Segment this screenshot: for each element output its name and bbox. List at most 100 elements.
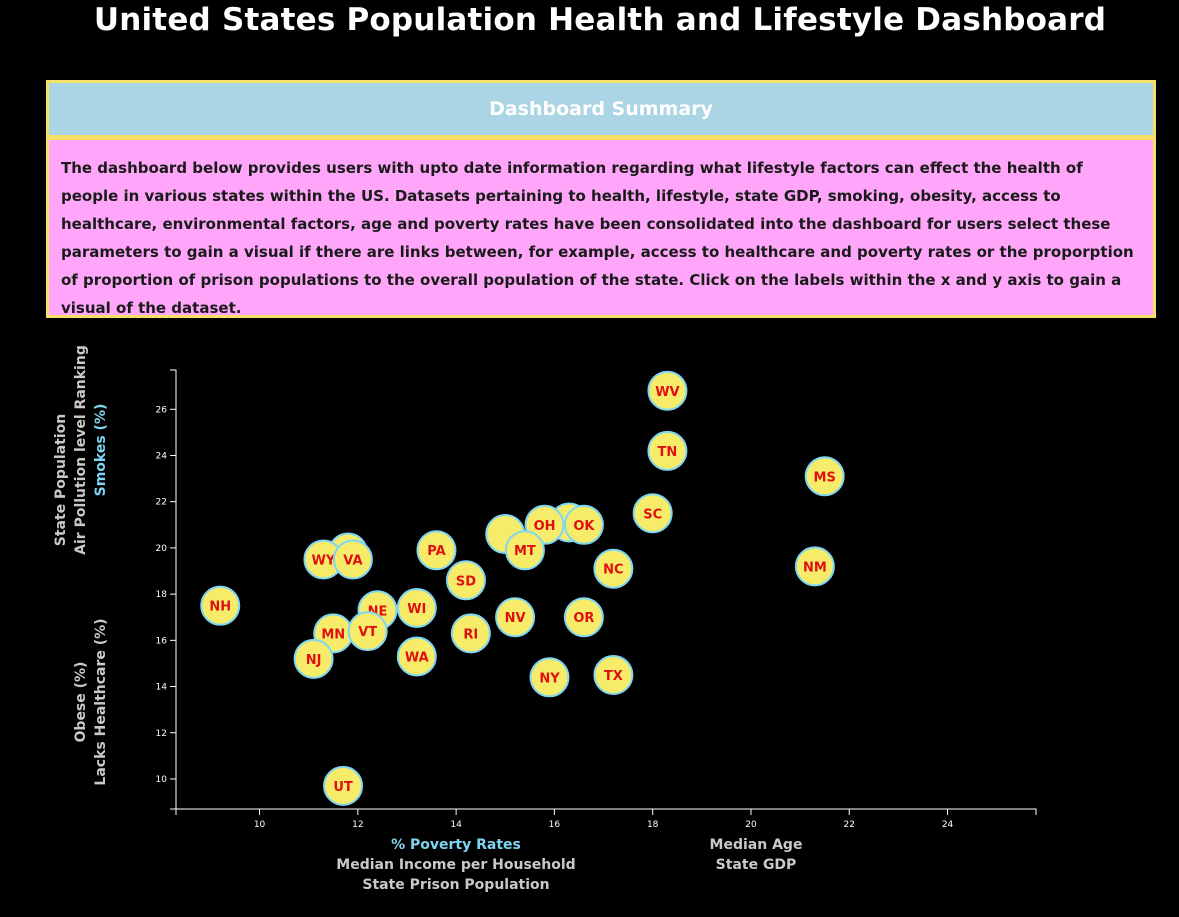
x-axis: 10 12 14 16 18 20 22 24	[175, 808, 1037, 830]
state-abbr: NJ	[306, 653, 322, 668]
y-axis-label[interactable]: Smokes (%)	[93, 404, 109, 497]
state-circle[interactable]	[416, 530, 457, 571]
y-axis-label[interactable]: Air Pollution level Ranking	[73, 345, 89, 555]
state-circle[interactable]	[200, 585, 241, 626]
state-circle[interactable]	[647, 370, 688, 411]
state-marker[interactable]: MT	[504, 530, 545, 571]
x-tick-label: 20	[745, 820, 757, 830]
state-abbr: MN	[321, 627, 345, 642]
y-axis-labels: Smokes (%)Air Pollution level RankingSta…	[53, 345, 109, 785]
state-abbr: OH	[534, 519, 556, 534]
state-marker[interactable]: UT	[323, 765, 364, 806]
state-circle[interactable]	[632, 493, 673, 534]
y-tick-label: 18	[156, 590, 168, 600]
state-abbr: VA	[343, 553, 362, 568]
state-circle[interactable]	[593, 548, 634, 589]
y-tick-label: 22	[156, 498, 167, 508]
y-tick-label: 26	[156, 405, 168, 415]
state-abbr: WV	[655, 385, 679, 400]
state-marker[interactable]: OR	[563, 597, 604, 638]
x-axis-label[interactable]: % Poverty Rates	[391, 837, 521, 853]
state-circle[interactable]	[445, 560, 486, 601]
y-tick-label: 14	[156, 683, 168, 693]
state-marker[interactable]: OK	[563, 504, 604, 545]
state-abbr: SC	[643, 507, 662, 522]
y-tick-label: 24	[156, 451, 168, 461]
x-axis-labels: % Poverty Rates Median Income per Househo…	[336, 837, 802, 893]
state-marker[interactable]: VT	[347, 611, 388, 652]
state-circle[interactable]	[347, 611, 388, 652]
state-abbr: WY	[312, 553, 336, 568]
summary-text: The dashboard below provides users with …	[61, 159, 1134, 317]
x-axis-label[interactable]: State Prison Population	[362, 877, 549, 893]
state-marker[interactable]: WI	[396, 587, 437, 628]
state-circle[interactable]	[563, 504, 604, 545]
y-axis-label[interactable]: Lacks Healthcare (%)	[93, 618, 109, 785]
y-axis-label[interactable]: State Population	[53, 414, 69, 546]
state-abbr: TX	[604, 669, 623, 684]
state-abbr: WI	[407, 602, 426, 617]
state-abbr: OK	[573, 519, 595, 534]
state-circle[interactable]	[593, 654, 634, 695]
x-tick-label: 24	[942, 820, 954, 830]
state-abbr: PA	[427, 544, 445, 559]
state-abbr: NM	[803, 560, 827, 575]
state-circle[interactable]	[794, 546, 835, 587]
y-axis: 10 12 14 16 18 20 22 24 26	[156, 369, 177, 810]
state-abbr: MT	[514, 544, 536, 559]
state-circle[interactable]	[563, 597, 604, 638]
state-marker[interactable]: SD	[445, 560, 486, 601]
state-marker[interactable]: VA	[332, 539, 373, 580]
state-circle[interactable]	[396, 587, 437, 628]
state-abbr: UT	[333, 780, 353, 795]
state-marker[interactable]: SC	[632, 493, 673, 534]
y-axis-label[interactable]: Obese (%)	[73, 662, 89, 743]
y-tick-label: 12	[156, 729, 167, 739]
state-circle[interactable]	[495, 597, 536, 638]
state-marker[interactable]: MS	[804, 456, 845, 497]
state-marker[interactable]: WA	[396, 636, 437, 677]
state-circle[interactable]	[504, 530, 545, 571]
x-axis-label[interactable]: State GDP	[716, 857, 797, 873]
state-abbr: NV	[505, 611, 526, 626]
state-circle[interactable]	[396, 636, 437, 677]
state-marker[interactable]: RI	[450, 613, 491, 654]
state-marker[interactable]: NV	[495, 597, 536, 638]
state-abbr: WA	[405, 651, 429, 666]
state-marker[interactable]: TX	[593, 654, 634, 695]
state-abbr: TN	[658, 445, 678, 460]
state-abbr: NH	[209, 600, 231, 615]
state-circle[interactable]	[332, 539, 373, 580]
state-marker[interactable]: NH	[200, 585, 241, 626]
state-marker[interactable]: WV	[647, 370, 688, 411]
state-marker[interactable]: TN	[647, 430, 688, 471]
state-circle[interactable]	[323, 765, 364, 806]
state-circle[interactable]	[450, 613, 491, 654]
state-abbr: NY	[539, 671, 560, 686]
state-abbr: MS	[814, 470, 836, 485]
state-circle[interactable]	[647, 430, 688, 471]
state-marker[interactable]: NM	[794, 546, 835, 587]
page-title: United States Population Health and Life…	[93, 2, 1107, 38]
state-marker[interactable]: NY	[529, 657, 570, 698]
y-tick-label: 16	[156, 636, 168, 646]
x-tick-label: 16	[549, 820, 561, 830]
x-tick-label: 18	[647, 820, 659, 830]
y-axis-line	[170, 369, 177, 810]
state-marker[interactable]: NJ	[293, 638, 334, 679]
state-circle[interactable]	[293, 638, 334, 679]
state-abbr: OR	[573, 611, 594, 626]
x-tick-label: 10	[254, 820, 266, 830]
summary-heading: Dashboard Summary	[49, 83, 1153, 140]
state-abbr: SD	[456, 574, 476, 589]
x-axis-label[interactable]: Median Age	[710, 837, 803, 853]
x-axis-label[interactable]: Median Income per Household	[336, 857, 575, 873]
x-tick-label: 22	[844, 820, 855, 830]
state-abbr: VT	[358, 625, 377, 640]
state-circle[interactable]	[804, 456, 845, 497]
state-marker[interactable]: NC	[593, 548, 634, 589]
x-tick-label: 14	[450, 820, 462, 830]
state-circle[interactable]	[529, 657, 570, 698]
state-marker[interactable]: PA	[416, 530, 457, 571]
